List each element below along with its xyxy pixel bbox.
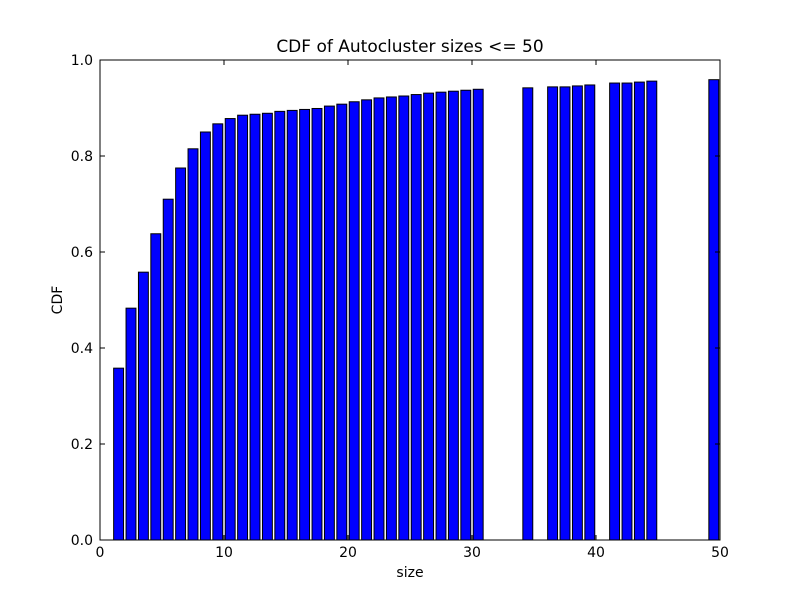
- bar: [187, 148, 199, 541]
- bars-group: [113, 79, 720, 541]
- bar: [286, 109, 298, 541]
- x-tick-label: 20: [339, 545, 357, 561]
- axes-frame: [99, 59, 721, 541]
- bar: [162, 198, 174, 541]
- y-axis-ticks: 0.0 0.2 0.4 0.6 0.8 1.0: [71, 53, 720, 549]
- bar: [299, 108, 311, 541]
- bar: [621, 82, 633, 541]
- y-axis-label: CDF: [50, 286, 66, 315]
- bar: [150, 233, 162, 541]
- bar: [460, 89, 472, 541]
- bar: [584, 84, 596, 541]
- x-tick-label: 30: [463, 545, 481, 561]
- bar: [708, 79, 720, 541]
- bar: [410, 94, 422, 541]
- bar: [522, 87, 534, 541]
- bar: [571, 85, 583, 541]
- x-tick-label: 50: [711, 545, 729, 561]
- bar: [398, 95, 410, 541]
- bar: [175, 167, 187, 541]
- bar: [472, 88, 484, 541]
- bar: [212, 123, 224, 541]
- y-tick-label: 0.0: [71, 533, 93, 549]
- y-tick-label: 0.4: [71, 341, 93, 357]
- bar: [336, 103, 348, 541]
- x-tick-label: 10: [215, 545, 233, 561]
- bar: [137, 271, 149, 541]
- bar: [113, 367, 125, 541]
- x-tick-label: 40: [587, 545, 605, 561]
- bar: [435, 91, 447, 541]
- x-tick-label: 0: [96, 545, 105, 561]
- bar: [311, 107, 323, 541]
- y-tick-label: 1.0: [71, 53, 93, 69]
- bar: [323, 105, 335, 541]
- x-axis-ticks: 0 10 20 30 40 50: [96, 60, 729, 561]
- bar: [646, 80, 658, 541]
- bar: [609, 82, 621, 541]
- bar: [361, 99, 373, 541]
- y-tick-label: 0.8: [71, 149, 93, 165]
- bar: [125, 307, 137, 541]
- bar: [249, 113, 261, 541]
- bar: [423, 92, 435, 541]
- bar: [261, 112, 273, 541]
- bar: [633, 81, 645, 541]
- bar: [547, 86, 559, 541]
- bar: [348, 101, 360, 541]
- x-axis-label: size: [396, 565, 423, 581]
- bar: [373, 97, 385, 541]
- bar: [199, 131, 211, 541]
- chart-title: CDF of Autocluster sizes <= 50: [276, 37, 543, 57]
- bar: [385, 96, 397, 541]
- bar: [559, 86, 571, 541]
- bar: [274, 110, 286, 541]
- y-tick-label: 0.6: [71, 245, 93, 261]
- y-tick-label: 0.2: [71, 437, 93, 453]
- bar: [224, 118, 236, 541]
- bar: [237, 114, 249, 541]
- bar: [447, 90, 459, 541]
